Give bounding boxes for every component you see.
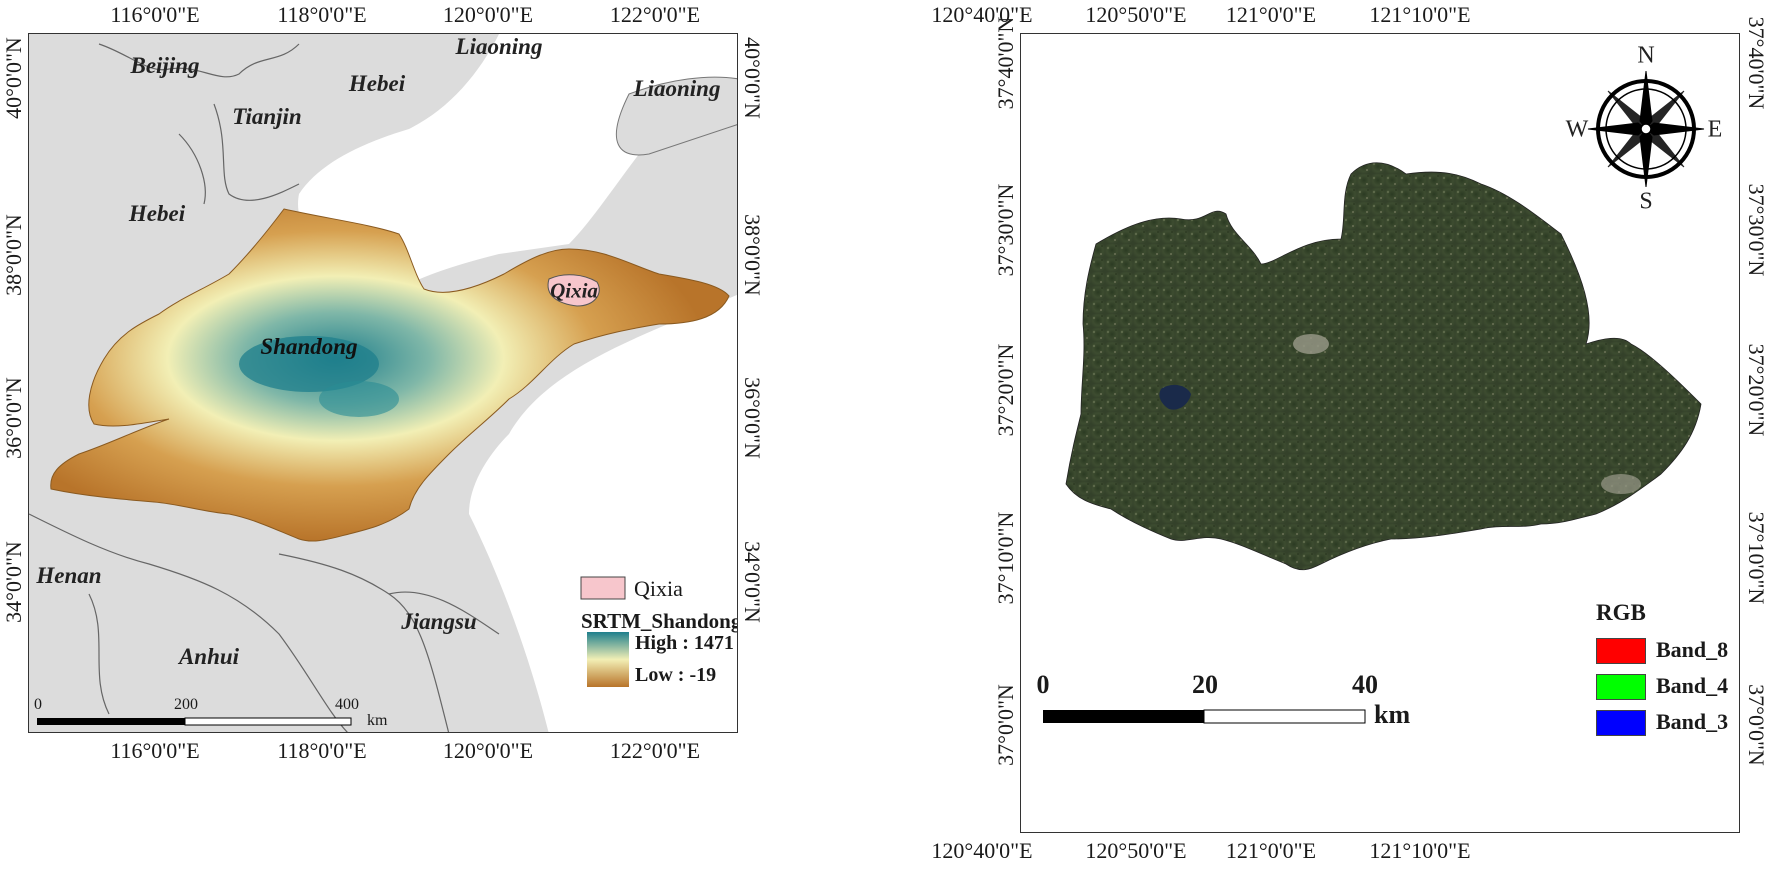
- qixia-legend-swatch: [580, 576, 626, 600]
- compass-n: N: [1637, 42, 1655, 69]
- lat-tick-right-37-20: 37°20'0"N: [1744, 343, 1769, 437]
- scale-tick-20: 20: [1192, 670, 1218, 699]
- legend-high-label: High : 1471: [635, 632, 734, 654]
- liaoning-peninsula: [615, 76, 737, 156]
- qixia-imagery: [1065, 162, 1702, 571]
- lon-tick-bottom-120: 120°0'0"E: [442, 738, 534, 763]
- compass-w: W: [1565, 116, 1589, 143]
- label-hebei-west: Hebei: [128, 201, 186, 226]
- label-henan: Henan: [36, 563, 102, 588]
- lat-tick-right-34: 34°0'0"N: [740, 541, 765, 623]
- urban-area-center: [1293, 334, 1329, 354]
- lat-tick-right-37-40: 37°40'0"N: [1744, 16, 1769, 110]
- lat-tick-left-36: 36°0'0"N: [1, 377, 26, 459]
- lat-tick-left-37-20: 37°20'0"N: [993, 343, 1018, 437]
- lat-tick-right-37-0: 37°0'0"N: [1744, 684, 1769, 766]
- lon-tick-bottom-116: 116°0'0"E: [110, 738, 200, 763]
- lon-tick-top-122: 122°0'0"E: [609, 2, 701, 27]
- lat-tick-left-38: 38°0'0"N: [1, 214, 26, 296]
- taishan-highland: [239, 336, 379, 392]
- band4-swatch: [1596, 674, 1646, 700]
- lat-tick-left-37-30: 37°30'0"N: [993, 183, 1018, 277]
- band8-label: Band_8: [1656, 637, 1729, 662]
- scale-tick-40: 40: [1352, 670, 1378, 699]
- lat-tick-right-40: 40°0'0"N: [740, 37, 765, 119]
- lat-tick-left-37-0: 37°0'0"N: [993, 684, 1018, 766]
- yishan-highland: [319, 381, 399, 417]
- lat-tick-right-37-30: 37°30'0"N: [1744, 183, 1769, 277]
- label-qixia: Qixia: [550, 278, 598, 303]
- elevation-ramp: [587, 632, 629, 687]
- lon-tick-top-116: 116°0'0"E: [110, 2, 200, 27]
- right-map-canvas: [1043, 70, 1705, 724]
- scale-bar-white: [1203, 709, 1366, 724]
- lon-tick-bottom-121-10: 121°10'0"E: [1369, 838, 1471, 863]
- compass-rose: [1587, 70, 1705, 188]
- legend-low-label: Low : -19: [635, 664, 717, 686]
- lon-tick-top-121-10: 121°10'0"E: [1369, 2, 1471, 27]
- lon-tick-bottom-122: 122°0'0"E: [609, 738, 701, 763]
- reservoir: [1159, 384, 1191, 410]
- qixia-area: [547, 274, 600, 307]
- compass-s: S: [1639, 188, 1653, 215]
- lon-tick-bottom-118: 118°0'0"E: [277, 738, 367, 763]
- right-map-frame: N S E W RGB Band_8 Band_4 Band_3 0 20 40…: [1020, 33, 1740, 833]
- lat-tick-left-37-40: 37°40'0"N: [993, 16, 1018, 110]
- band4-label: Band_4: [1656, 673, 1729, 698]
- lon-tick-top-120-40: 120°40'0"E: [931, 2, 1033, 27]
- label-tianjin: Tianjin: [232, 104, 302, 129]
- lat-tick-right-36: 36°0'0"N: [740, 377, 765, 459]
- left-map-frame: Beijing Tianjin Hebei Hebei Liaoning Lia…: [28, 33, 738, 733]
- label-shandong: Shandong: [260, 334, 358, 359]
- label-jiangsu: Jiangsu: [401, 609, 477, 634]
- lon-tick-bottom-121-0: 121°0'0"E: [1225, 838, 1317, 863]
- legend-qixia-label: Qixia: [634, 576, 683, 601]
- legend-raster-title: SRTM_Shandong: [581, 609, 738, 633]
- scale-tick-0: 0: [1036, 670, 1050, 699]
- qixia-imagery-map-panel: 120°40'0"E 120°50'0"E 121°0'0"E 121°10'0…: [900, 0, 1772, 869]
- lat-tick-right-38: 38°0'0"N: [740, 214, 765, 296]
- scale-bar-black: [37, 718, 185, 725]
- scale-tick-200: 200: [174, 696, 198, 713]
- province-boundaries: [29, 43, 500, 732]
- band8-swatch: [1596, 638, 1646, 664]
- compass-e: E: [1707, 116, 1723, 143]
- label-beijing: Beijing: [130, 53, 200, 78]
- lon-tick-top-120-50: 120°50'0"E: [1085, 2, 1187, 27]
- scale-tick-0: 0: [34, 696, 42, 713]
- lat-tick-left-40: 40°0'0"N: [1, 37, 26, 119]
- band3-label: Band_3: [1656, 709, 1729, 734]
- scale-tick-400: 400: [335, 696, 359, 713]
- label-hebei-north: Hebei: [348, 71, 406, 96]
- lat-tick-left-34: 34°0'0"N: [1, 541, 26, 623]
- label-liaoning-right: Liaoning: [633, 76, 721, 101]
- lon-tick-bottom-120-40: 120°40'0"E: [931, 838, 1033, 863]
- band3-swatch: [1596, 710, 1646, 736]
- label-anhui: Anhui: [178, 644, 240, 669]
- lon-tick-top-118: 118°0'0"E: [277, 2, 367, 27]
- left-map-canvas: [29, 34, 737, 732]
- urban-area-east: [1601, 474, 1641, 494]
- scale-unit: km: [367, 712, 388, 729]
- lon-tick-bottom-120-50: 120°50'0"E: [1085, 838, 1187, 863]
- scale-bar-white: [184, 717, 352, 726]
- lon-tick-top-120: 120°0'0"E: [442, 2, 534, 27]
- yellow-sea: [469, 294, 737, 732]
- scale-bar-black: [1043, 710, 1204, 723]
- lat-tick-left-37-10: 37°10'0"N: [993, 511, 1018, 605]
- scale-unit: km: [1374, 700, 1411, 729]
- rgb-legend-title: RGB: [1596, 600, 1646, 625]
- shandong-dem-map-panel: 116°0'0"E 118°0'0"E 120°0'0"E 122°0'0"E …: [1, 2, 765, 763]
- lon-tick-top-121-0: 121°0'0"E: [1225, 2, 1317, 27]
- label-liaoning-top: Liaoning: [455, 34, 543, 59]
- lat-tick-right-37-10: 37°10'0"N: [1744, 511, 1769, 605]
